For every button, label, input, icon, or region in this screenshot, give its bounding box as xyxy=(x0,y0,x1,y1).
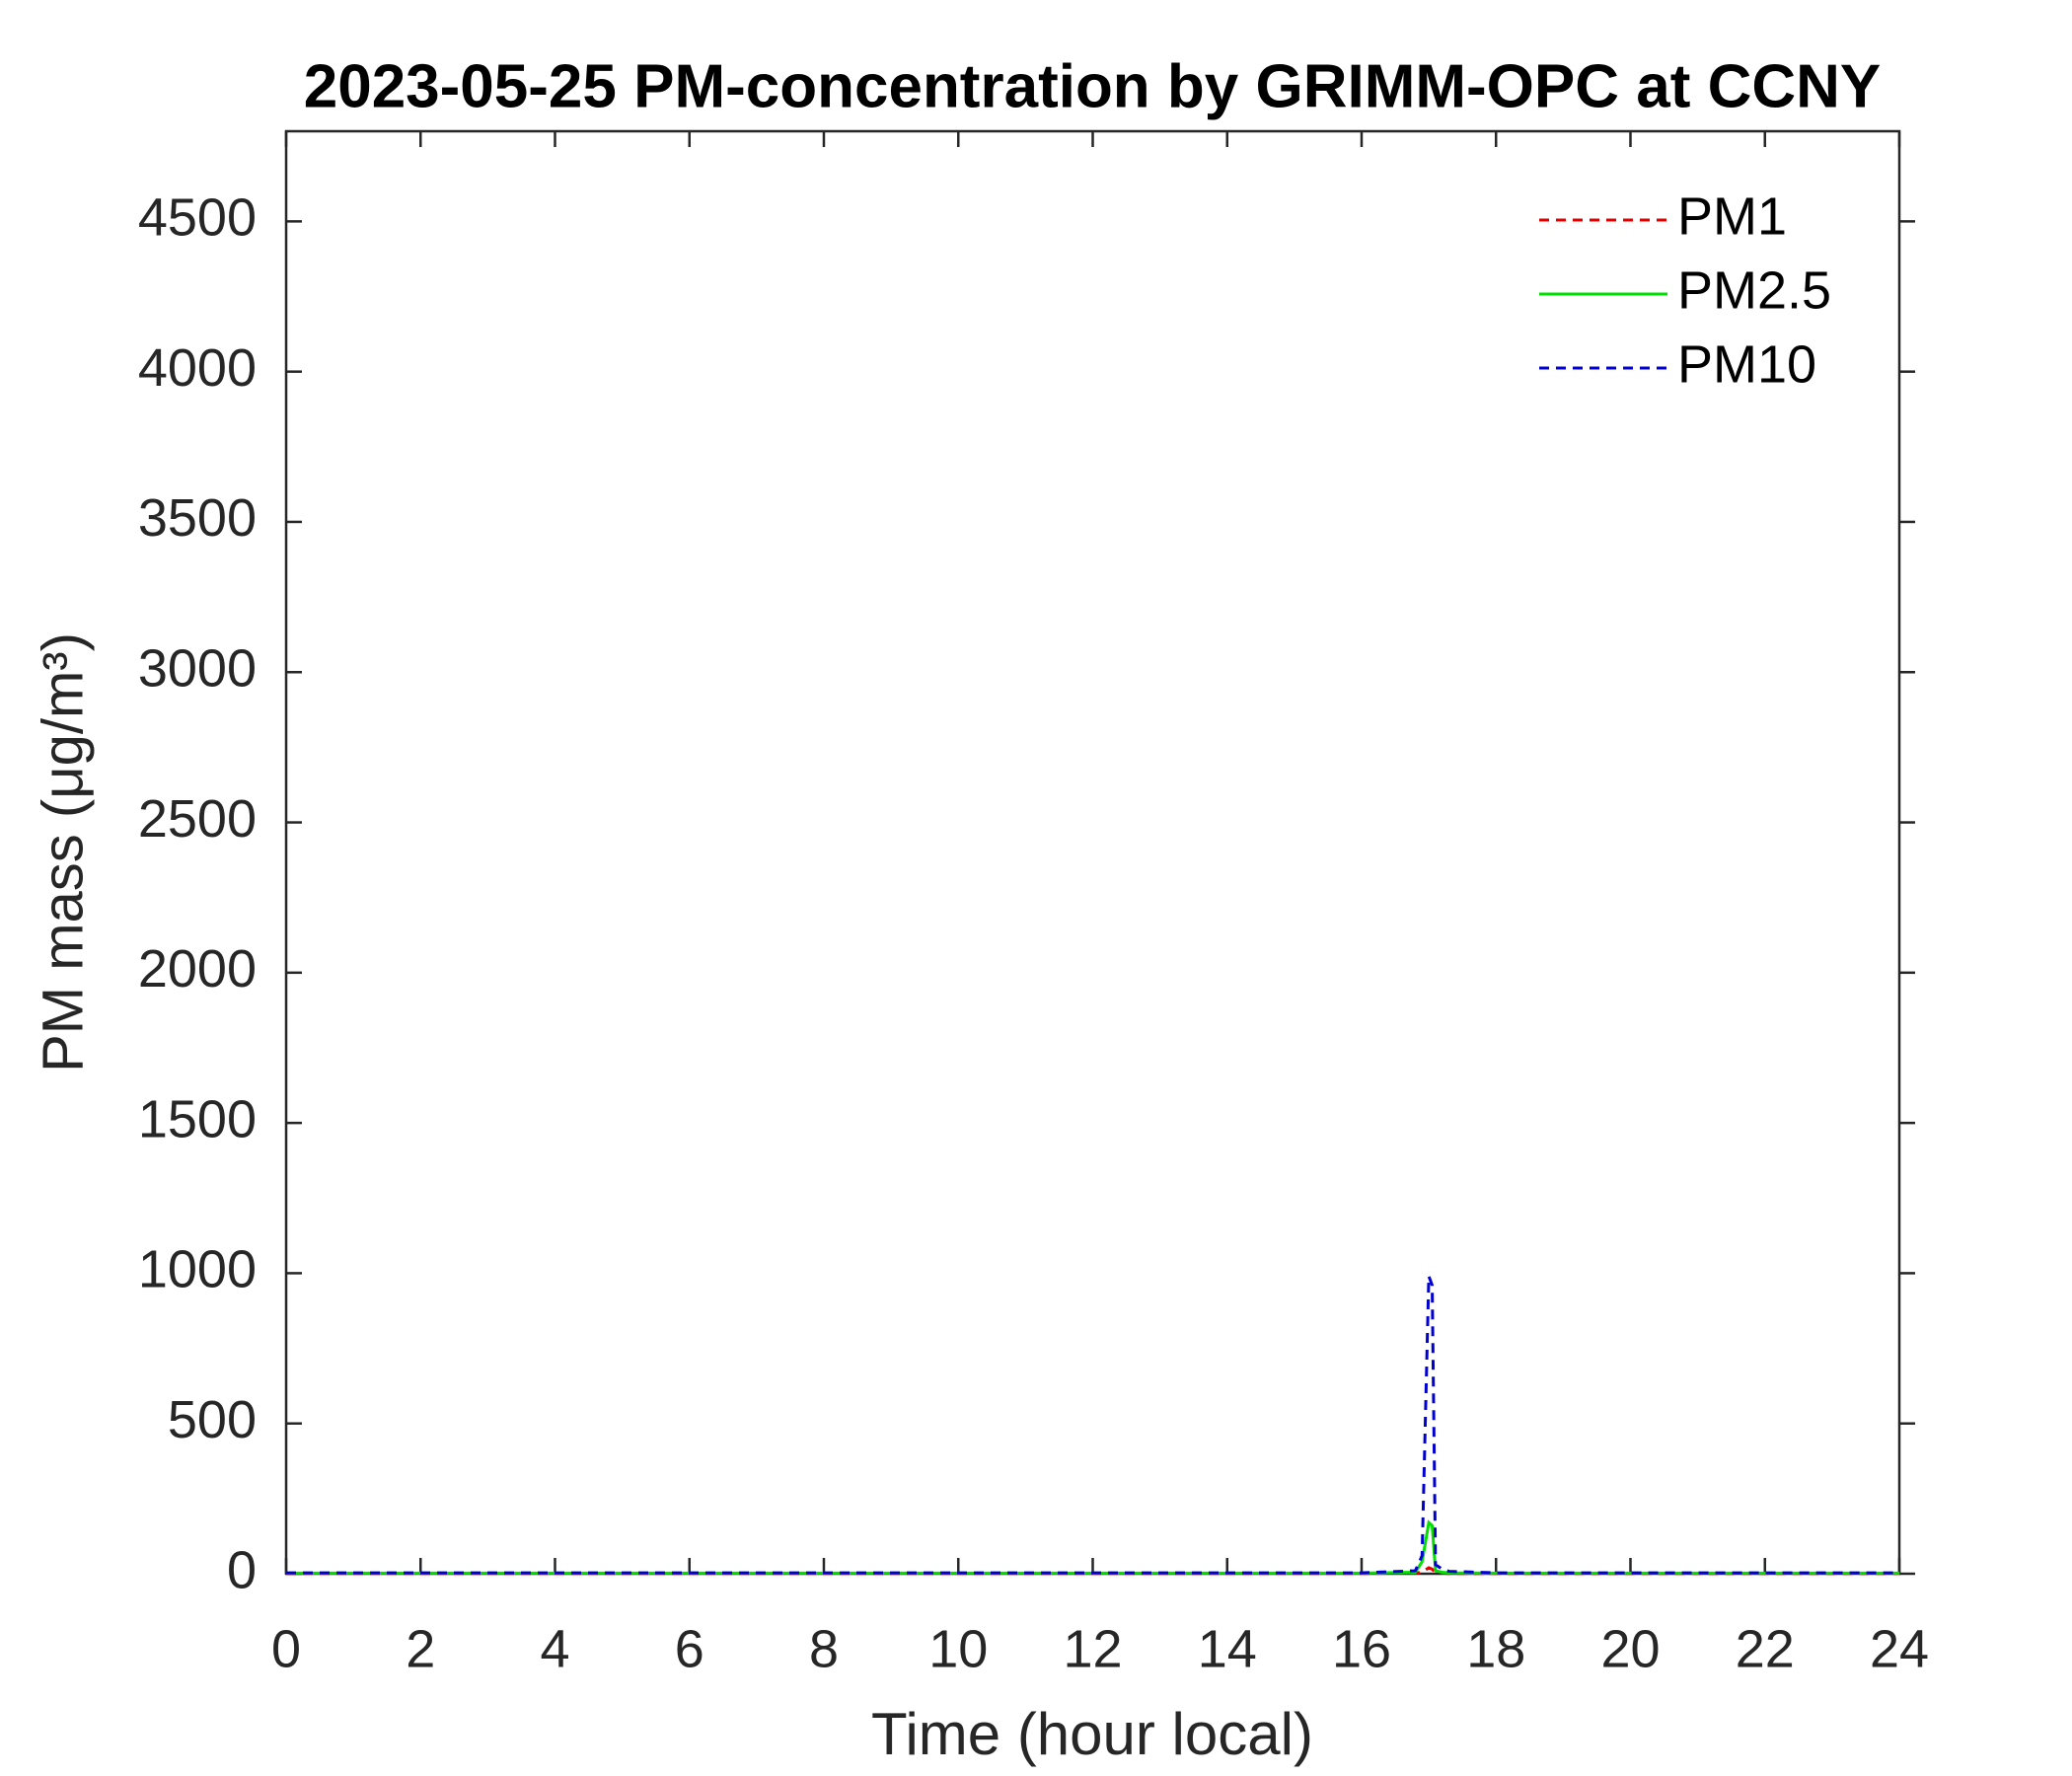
x-axis-label: Time (hour local) xyxy=(871,1701,1313,1767)
x-tick-label: 16 xyxy=(1332,1619,1391,1678)
x-tick-label: 2 xyxy=(406,1619,435,1678)
y-tick-label: 4500 xyxy=(138,188,257,248)
y-tick-label: 3000 xyxy=(138,639,257,699)
x-tick-label: 12 xyxy=(1063,1619,1122,1678)
x-tick-label: 4 xyxy=(540,1619,569,1678)
y-tick-label: 3500 xyxy=(138,488,257,548)
legend-label: PM2.5 xyxy=(1677,260,1831,320)
y-tick-label: 2500 xyxy=(138,789,257,849)
x-tick-label: 20 xyxy=(1600,1619,1660,1678)
x-tick-label: 24 xyxy=(1870,1619,1929,1678)
plot-area xyxy=(284,129,1901,1576)
x-tick-label: 10 xyxy=(928,1619,988,1678)
x-tick-label: 22 xyxy=(1736,1619,1795,1678)
y-tick-label: 500 xyxy=(168,1390,257,1449)
chart-title: 2023-05-25 PM-concentration by GRIMM-OPC… xyxy=(304,52,1882,120)
x-tick-label: 14 xyxy=(1198,1619,1257,1678)
legend-label: PM10 xyxy=(1677,334,1816,394)
series-line xyxy=(286,1275,1899,1575)
legend-label: PM1 xyxy=(1677,186,1787,246)
y-tick-label: 1000 xyxy=(138,1240,257,1299)
y-tick-label: 0 xyxy=(227,1540,257,1599)
y-tick-label: 4000 xyxy=(138,338,257,398)
x-tick-label: 8 xyxy=(809,1619,839,1678)
y-tick-label: 2000 xyxy=(138,939,257,999)
x-tick-label: 6 xyxy=(675,1619,704,1678)
x-tick-label: 0 xyxy=(271,1619,301,1678)
x-tick-label: 18 xyxy=(1466,1619,1525,1678)
y-tick-label: 1500 xyxy=(138,1089,257,1148)
y-axis-label: PM mass (μg/m³) xyxy=(31,632,95,1073)
